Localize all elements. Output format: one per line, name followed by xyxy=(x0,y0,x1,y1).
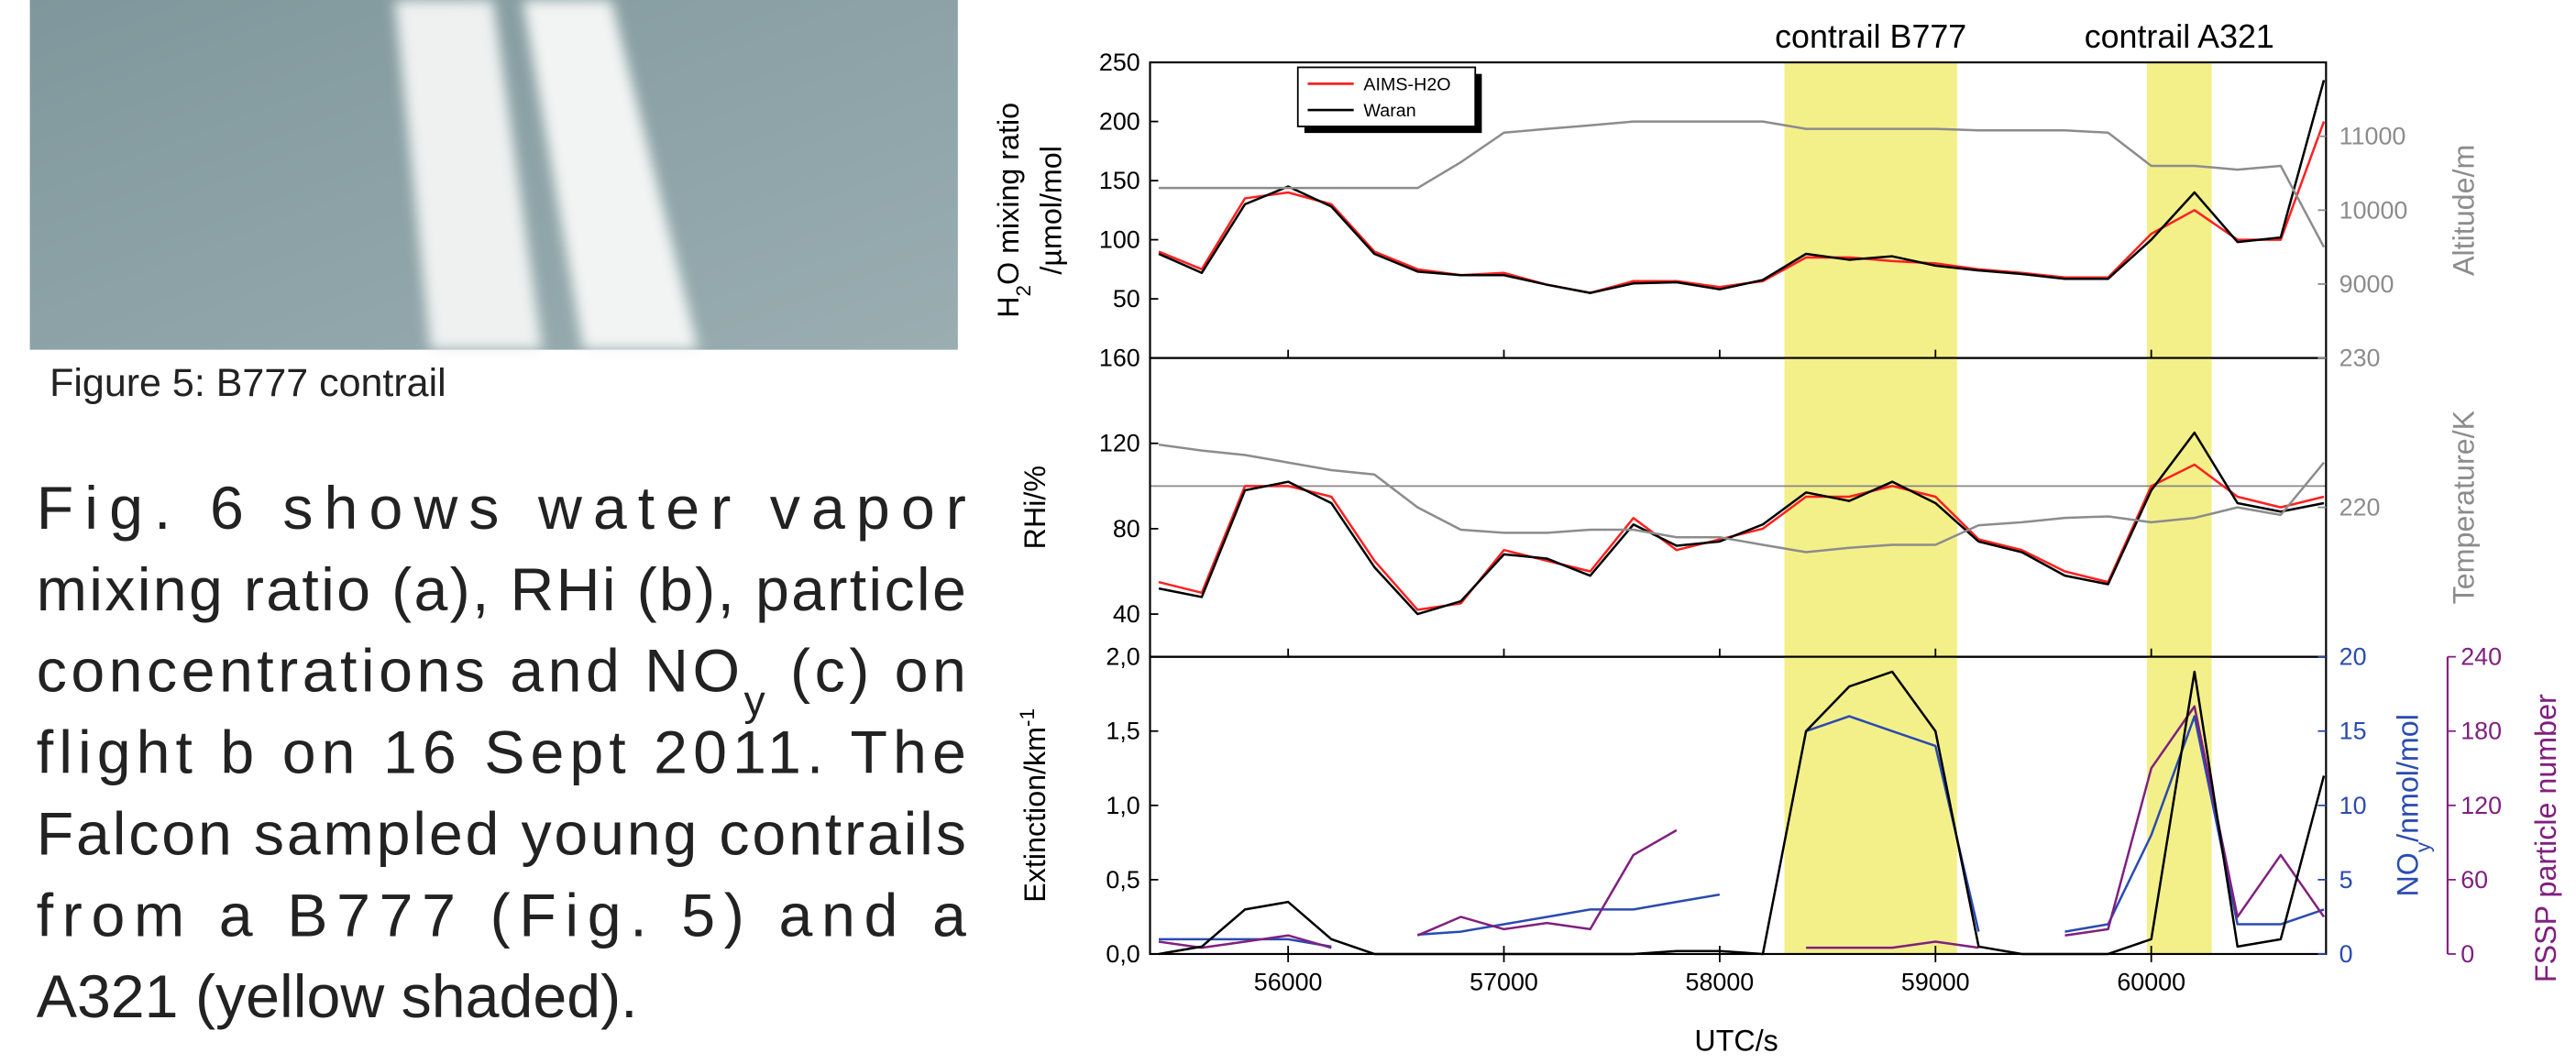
figure-caption: Figure 5: B777 contrail xyxy=(50,361,446,405)
x-tick-label: 60000 xyxy=(2117,968,2185,995)
y3-tick-label: 180 xyxy=(2460,718,2502,745)
y2-axis-title: NOy/nmol/mol xyxy=(2392,714,2435,896)
y-tick-label: 1,0 xyxy=(1106,792,1139,819)
paragraph-line: Falcon sampled young contrails xyxy=(37,800,966,868)
x-tick-label: 59000 xyxy=(1901,968,1970,995)
y2-tick-label: 5 xyxy=(2339,866,2353,894)
y3-tick-label: 0 xyxy=(2460,940,2474,968)
paragraph-line: flight b on 16 Sept 2011. The xyxy=(37,719,966,787)
series-line xyxy=(1158,443,2325,554)
paragraph-line: Fig. 6 shows water vapor xyxy=(37,475,966,543)
y3-tick-label: 60 xyxy=(2460,866,2488,894)
y2-tick-label: 230 xyxy=(2339,345,2381,372)
y2-tick-label: 10000 xyxy=(2339,196,2408,224)
y2-tick-label: 15 xyxy=(2339,718,2367,745)
shaded-region xyxy=(1784,62,1957,358)
shaded-region xyxy=(1784,656,1957,954)
y-tick-label: 2,0 xyxy=(1106,643,1139,671)
x-tick-label: 56000 xyxy=(1254,968,1323,995)
y2-axis-title-part: NO xyxy=(2392,852,2425,896)
shaded-region xyxy=(1784,357,1957,657)
y-axis-title-part: -1 xyxy=(1015,708,1038,727)
paragraph: Fig. 6 shows water vapor mixing ratio (a)… xyxy=(37,475,966,1031)
y2-tick-label: 20 xyxy=(2339,643,2367,671)
series-line xyxy=(1158,431,2325,616)
legend-label: Waran xyxy=(1363,101,1415,121)
series-line xyxy=(1158,120,2326,248)
y-axis-title: RHi/% xyxy=(1018,466,1051,549)
shaded-region xyxy=(2146,357,2212,657)
paragraph-line: concentrations and NO y (c) on xyxy=(37,638,966,725)
y2-tick-label: 9000 xyxy=(2339,270,2394,298)
y2-axis-title-part: /nmol/mol xyxy=(2392,714,2425,842)
y-tick-label: 200 xyxy=(1099,108,1140,136)
y-tick-label: 1,5 xyxy=(1106,718,1139,745)
shaded-label: contrail A321 xyxy=(2085,18,2274,55)
y-axis-title: H2O mixing ratio xyxy=(992,103,1035,318)
paragraph-line: mixing ratio (a), RHi (b), particle xyxy=(37,556,966,624)
y2-tick-label: 0 xyxy=(2339,940,2353,968)
y-tick-label: 40 xyxy=(1113,600,1140,628)
y-tick-label: 0,0 xyxy=(1106,940,1139,968)
y-tick-label: 250 xyxy=(1099,49,1140,76)
y-tick-label: 50 xyxy=(1113,285,1140,313)
y3-axis-title: FSSP particle number xyxy=(2529,694,2562,982)
paragraph-line: from a B777 (Fig. 5) and a xyxy=(37,882,966,949)
y-axis-title: Extinction/km-1 xyxy=(1015,708,1051,903)
y-axis-title-part: Extinction/km xyxy=(1018,727,1051,903)
y2-axis-title: Altitude/m xyxy=(2448,145,2481,276)
y2-axis-title: Temperature/K xyxy=(2448,410,2481,604)
y3-tick-label: 240 xyxy=(2460,643,2502,671)
y2-axis-title-part: y xyxy=(2411,841,2434,852)
y-tick-label: 160 xyxy=(1099,345,1140,372)
series-line xyxy=(1158,670,2326,956)
x-tick-label: 57000 xyxy=(1470,968,1538,995)
y3-tick-label: 120 xyxy=(2460,792,2502,819)
y-axis-title-part: O mixing ratio xyxy=(992,103,1025,285)
y-axis-title-part: 2 xyxy=(1012,285,1035,297)
series-line xyxy=(1158,715,2325,949)
x-tick-label: 58000 xyxy=(1686,968,1755,995)
y-axis-title-part: H xyxy=(992,296,1025,317)
paragraph-line-part: (c) on xyxy=(769,638,966,706)
legend-box xyxy=(1296,66,1477,127)
paragraph-line: A321 (yellow shaded). xyxy=(37,963,638,1031)
y2-tick-label: 11000 xyxy=(2339,123,2406,150)
chart: contrail B777 contrail A32150100150200250… xyxy=(992,18,2562,1058)
photo xyxy=(29,0,958,350)
y-tick-label: 100 xyxy=(1099,226,1140,254)
y2-tick-label: 10 xyxy=(2339,792,2367,819)
paragraph-line-part: concentrations and NO xyxy=(37,638,740,706)
x-axis-title: UTC/s xyxy=(1694,1025,1778,1058)
legend-label: AIMS-H2O xyxy=(1363,75,1450,95)
paragraph-line-part: y xyxy=(744,677,766,725)
y2-tick-label: 220 xyxy=(2339,494,2381,521)
shaded-label: contrail B777 xyxy=(1775,18,1966,55)
y-tick-label: 80 xyxy=(1113,515,1140,543)
y-tick-label: 120 xyxy=(1099,430,1140,457)
series-line xyxy=(1158,705,2326,949)
y-axis-title: /µmol/mol xyxy=(1035,146,1068,274)
y-tick-label: 0,5 xyxy=(1106,866,1139,894)
series-line xyxy=(1158,80,2326,294)
y-tick-label: 150 xyxy=(1099,167,1140,194)
